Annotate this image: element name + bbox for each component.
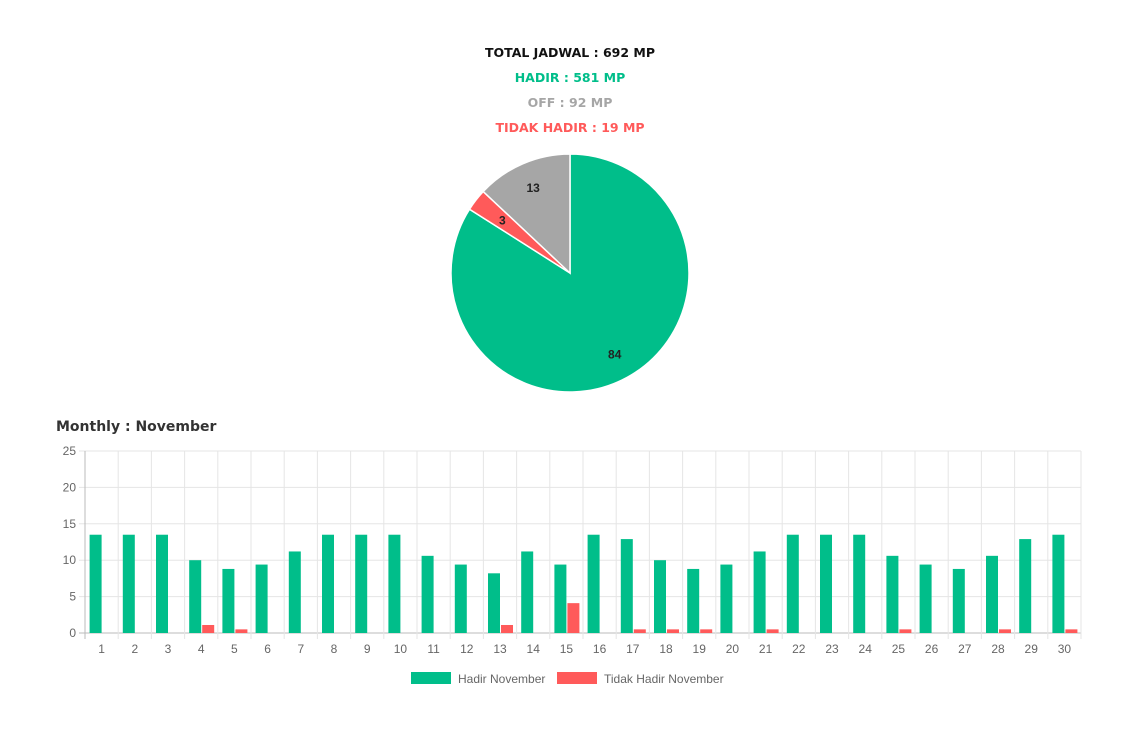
x-tick-label: 19	[693, 642, 707, 656]
bar-tidak-hadir	[235, 629, 248, 633]
bar-hadir	[1019, 539, 1032, 633]
x-tick-label: 7	[297, 642, 304, 656]
x-tick-label: 16	[593, 642, 607, 656]
bar-tidak-hadir	[766, 629, 779, 633]
x-tick-label: 21	[759, 642, 773, 656]
legend-label-hadir[interactable]: Hadir November	[458, 672, 545, 686]
bar-hadir	[554, 564, 567, 633]
bar-tidak-hadir	[999, 629, 1011, 633]
x-tick-label: 8	[331, 642, 338, 656]
x-tick-label: 11	[427, 642, 440, 656]
x-tick-label: 27	[958, 642, 972, 656]
y-tick-label: 0	[69, 626, 76, 640]
bar-hadir	[853, 534, 866, 633]
bar-tidak-hadir	[667, 629, 679, 633]
x-tick-label: 9	[364, 642, 371, 656]
y-tick-label: 10	[63, 553, 77, 567]
bar-hadir	[753, 551, 766, 633]
bar-tidak-hadir	[700, 629, 713, 633]
y-tick-label: 5	[69, 590, 76, 604]
pie-slice-off	[482, 153, 571, 275]
x-tick-label: 29	[1025, 642, 1039, 656]
x-tick-label: 15	[560, 642, 574, 656]
x-tick-label: 13	[493, 642, 507, 656]
x-tick-label: 2	[131, 642, 138, 656]
x-tick-label: 22	[792, 642, 806, 656]
bar-hadir	[620, 539, 633, 633]
x-tick-label: 5	[231, 642, 238, 656]
bar-hadir	[720, 564, 733, 633]
pie-label-off: 13	[526, 181, 540, 195]
bar-hadir	[587, 534, 600, 633]
legend-swatch-hadir[interactable]	[411, 672, 451, 684]
bar-hadir	[222, 568, 235, 633]
bar-tidak-hadir	[633, 629, 646, 633]
y-tick-label: 20	[63, 480, 77, 494]
tidak-hadir-label: TIDAK HADIR : 19 MP	[495, 120, 645, 135]
bar-hadir	[986, 555, 998, 633]
x-tick-label: 14	[527, 642, 541, 656]
bar-tidak-hadir	[567, 603, 580, 633]
bar-hadir	[288, 551, 301, 633]
off-label: OFF : 92 MP	[527, 95, 613, 110]
hadir-label: HADIR : 581 MP	[514, 70, 626, 85]
x-tick-label: 28	[991, 642, 1005, 656]
x-tick-label: 30	[1058, 642, 1072, 656]
x-tick-label: 17	[626, 642, 640, 656]
y-tick-label: 25	[63, 444, 77, 458]
x-tick-label: 24	[859, 642, 873, 656]
bar-tidak-hadir	[501, 624, 513, 633]
x-tick-label: 20	[726, 642, 740, 656]
bar-hadir	[122, 534, 135, 633]
x-tick-label: 25	[892, 642, 906, 656]
x-tick-label: 23	[825, 642, 839, 656]
y-tick-label: 15	[63, 517, 77, 531]
bar-hadir	[1052, 534, 1065, 633]
x-tick-label: 12	[460, 642, 474, 656]
bar-hadir	[886, 555, 899, 633]
bar-tidak-hadir	[202, 624, 215, 633]
x-tick-label: 1	[98, 642, 105, 656]
legend-swatch-tidak-hadir[interactable]	[557, 672, 597, 684]
bar-hadir	[488, 573, 500, 633]
bar-tidak-hadir	[899, 629, 912, 633]
x-tick-label: 10	[394, 642, 408, 656]
x-tick-label: 4	[198, 642, 205, 656]
bar-hadir	[654, 560, 666, 633]
x-tick-label: 26	[925, 642, 939, 656]
bar-hadir	[189, 560, 202, 633]
monthly-title: Monthly : November	[56, 419, 217, 435]
bar-hadir	[687, 568, 700, 633]
bar-hadir	[952, 568, 965, 633]
bar-hadir	[255, 564, 268, 633]
bar-hadir	[820, 534, 832, 633]
x-tick-label: 18	[659, 642, 673, 656]
bar-tidak-hadir	[1065, 629, 1078, 633]
bar-hadir	[786, 534, 799, 633]
bar-hadir	[156, 534, 168, 633]
x-tick-label: 3	[165, 642, 172, 656]
bar-hadir	[322, 534, 334, 633]
bar-hadir	[521, 551, 534, 633]
bar-hadir	[89, 534, 102, 633]
pie-label-hadir: 84	[608, 347, 622, 361]
attendance-pie-chart: 84 3 13	[450, 153, 690, 393]
total-jadwal-label: TOTAL JADWAL : 692 MP	[484, 45, 655, 60]
bar-hadir	[388, 534, 401, 633]
legend-label-tidak-hadir[interactable]: Tidak Hadir November	[604, 672, 724, 686]
bar-hadir	[919, 564, 932, 633]
bar-hadir	[355, 534, 368, 633]
bar-hadir	[421, 555, 434, 633]
bar-hadir	[454, 564, 467, 633]
pie-label-tidak-hadir: 3	[499, 213, 506, 227]
x-tick-label: 6	[264, 642, 271, 656]
